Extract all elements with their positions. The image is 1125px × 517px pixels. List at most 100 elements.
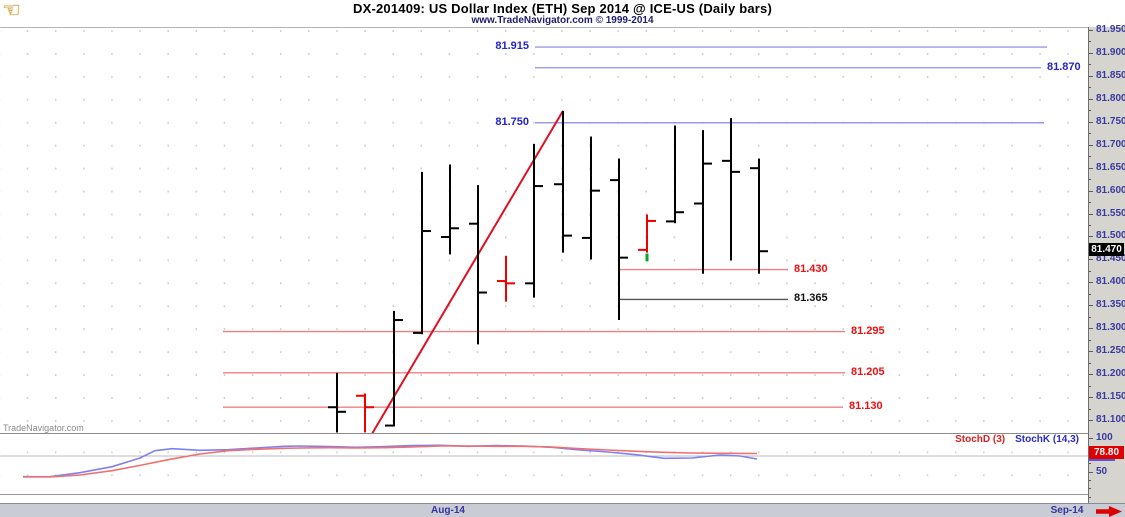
price-bar-6 [469,185,487,345]
price-bar-3 [385,310,403,427]
price-bar-4 [413,171,431,335]
axis-tick [1089,224,1091,226]
axis-tick [1089,471,1093,473]
stoch-axis-label-50: 50 [1096,465,1108,477]
stochastic-panel: StochD (3) StochK (14,3) [0,433,1088,495]
price-bar-16 [750,158,768,274]
price-axis-label-81.750: 81.750 [1096,115,1125,127]
axis-tick [1089,270,1091,272]
axis-tick [1089,362,1091,364]
axis-tick [1089,190,1093,192]
price-axis-label-81.650: 81.650 [1096,161,1125,173]
axis-tick [1089,52,1093,54]
axis-tick [1089,397,1093,399]
axis-tick [1089,87,1091,89]
price-axis-label-81.400: 81.400 [1096,276,1125,288]
chart-subtitle: www.TradeNavigator.com © 1999-2014 [471,15,654,26]
price-bar-13 [666,125,684,224]
axis-tick [1089,374,1093,376]
trendline[interactable] [371,110,564,434]
date-label-Aug-14: Aug-14 [431,505,465,516]
price-line-label-81.130[interactable]: 81.130 [849,400,883,413]
price-line-label-81.750[interactable]: 81.750 [495,115,529,128]
axis-tick [1089,438,1093,440]
stochastic-canvas [0,444,1088,478]
date-label-Sep-14: Sep-14 [1050,505,1084,516]
price-line-label-81.365[interactable]: 81.365 [794,292,828,305]
price-bar-12 [638,214,656,253]
axis-tick [1089,282,1093,284]
price-axis-label-81.500: 81.500 [1096,230,1125,242]
axis-tick [1089,351,1093,353]
stochk-line [23,444,758,478]
axis-tick [1089,121,1093,123]
price-chart-canvas [223,46,1047,434]
axis-tick [1089,167,1093,169]
date-axis-bar: Aug-14 Sep-14 [0,503,1125,517]
price-axis-label-81.600: 81.600 [1096,184,1125,196]
price-line-label-81.430[interactable]: 81.430 [794,262,828,275]
axis-tick [1089,213,1093,215]
axis-tick [1089,328,1093,330]
last-price-box: 81.470 [1089,243,1124,257]
axis-tick [1089,408,1091,410]
axis-tick [1089,385,1091,387]
axis-tick [1089,488,1091,490]
axis-tick [1089,496,1091,498]
stochk-value-sliver [1089,459,1115,462]
axis-tick [1089,339,1091,341]
axis-tick [1089,156,1091,158]
stochk-legend-label[interactable]: StochK (14,3) [1015,434,1079,445]
price-bar-5 [441,164,459,255]
hand-logo-icon: ☜ [2,0,21,22]
axis-tick [1089,110,1091,112]
price-axis-label-81.350: 81.350 [1096,299,1125,311]
price-bar-11 [610,158,628,321]
price-axis-label-81.150: 81.150 [1096,391,1125,403]
price-axis-label-81.900: 81.900 [1096,46,1125,58]
price-line-label-81.915[interactable]: 81.915 [495,40,529,53]
axis-tick [1089,293,1091,295]
axis-tick [1089,75,1093,77]
axis-tick [1089,179,1091,181]
price-axis-label-81.250: 81.250 [1096,345,1125,357]
price-bar-14 [694,130,712,274]
price-axis-label-81.950: 81.950 [1096,24,1125,35]
price-line-label-81.870[interactable]: 81.870 [1047,60,1081,73]
axis-tick [1089,480,1091,482]
price-bar-15 [722,118,740,261]
price-chart-panel: 81.915 81.870 81.750 81.430 81.365 81.295 81.2… [0,27,1088,434]
price-line-label-81.205[interactable]: 81.205 [851,365,885,378]
axis-tick [1089,133,1091,135]
axis-tick [1089,30,1093,31]
axis-tick [1089,64,1091,66]
price-bar-9 [554,110,572,253]
price-axis-label-81.100: 81.100 [1096,413,1125,425]
green-mark [645,253,649,262]
bottom-gap-strip [0,496,1088,503]
price-line-label-81.295[interactable]: 81.295 [851,324,885,337]
axis-tick [1089,419,1093,421]
price-axis-label-81.800: 81.800 [1096,92,1125,104]
price-axis-strip: 81.950 81.900 81.850 81.800 81.750 81.700 81.6… [1088,24,1125,503]
axis-tick [1089,98,1093,100]
axis-tick [1089,259,1093,261]
chart-title-bar: ☜ DX-201409: US Dollar Index (ETH) Sep 2… [0,0,1125,27]
stochastic-legend: StochD (3) StochK (14,3) [955,434,1079,445]
price-axis-label-81.700: 81.700 [1096,138,1125,150]
price-axis-label-81.550: 81.550 [1096,207,1125,219]
price-bar-8 [525,143,543,298]
stochd-legend-label[interactable]: StochD (3) [955,434,1006,445]
chart-title: DX-201409: US Dollar Index (ETH) Sep 201… [352,1,772,16]
price-bar-10 [582,136,600,260]
stochd-line [23,445,758,478]
price-bar-7 [497,255,515,302]
watermark: TradeNavigator.com [3,423,84,433]
axis-tick [1089,305,1093,307]
stochd-value-box: 78.80 [1089,446,1124,460]
scroll-right-arrow[interactable] [1096,506,1122,517]
price-axis-label-81.200: 81.200 [1096,368,1125,380]
axis-tick [1089,463,1091,465]
price-axis-label-81.300: 81.300 [1096,322,1125,334]
